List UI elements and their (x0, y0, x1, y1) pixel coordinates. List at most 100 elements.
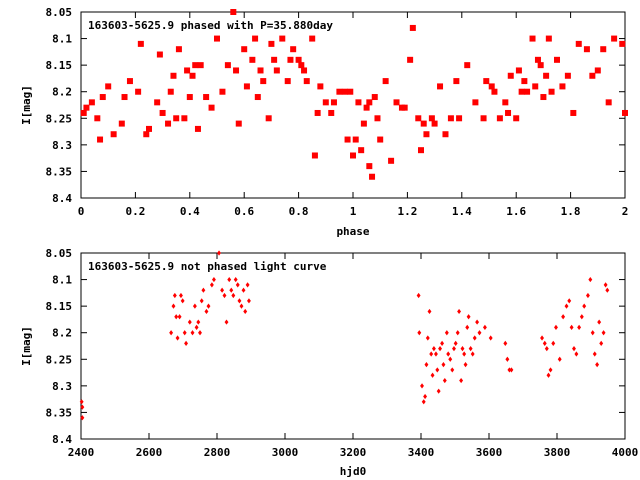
phased-data-point (371, 94, 378, 101)
phased-data-point (431, 120, 438, 127)
phased-data-point (545, 35, 552, 42)
unphased-data-point (241, 287, 246, 293)
phased-y-tick-label: 8.05 (46, 6, 73, 19)
phased-data-point (254, 94, 261, 101)
unphased-data-point (174, 314, 179, 320)
phased-data-point (243, 83, 250, 90)
unphased-data-point (182, 330, 187, 336)
phased-data-point (366, 99, 373, 106)
phased-data-point (284, 78, 291, 85)
unphased-data-point (206, 303, 211, 309)
phased-data-point (515, 67, 522, 74)
unphased-data-point (544, 346, 549, 352)
unphased-data-point (436, 388, 441, 394)
phased-data-point (208, 104, 215, 111)
phased-data-point (409, 24, 416, 31)
phased-data-point (135, 88, 142, 95)
unphased-data-point (192, 303, 197, 309)
phased-data-point (374, 115, 381, 122)
phased-data-point (480, 115, 487, 122)
phased-data-point (505, 109, 512, 116)
unphased-data-point (431, 346, 436, 352)
phased-data-point (605, 99, 612, 106)
phased-data-point (401, 104, 408, 111)
phased-data-point (548, 88, 555, 95)
phased-data-point (524, 88, 531, 95)
phased-data-point (554, 56, 560, 63)
phased-data-point (121, 94, 128, 101)
unphased-data-point (605, 287, 610, 293)
phased-y-tick-label: 8.25 (46, 112, 73, 125)
unphased-x-tick-label: 4000 (612, 446, 639, 459)
unphased-data-point (194, 324, 199, 330)
phased-data-point (287, 56, 294, 63)
phased-data-point (314, 109, 321, 116)
unphased-data-point (482, 324, 487, 330)
unphased-data-point (184, 340, 189, 346)
phased-data-point (265, 115, 272, 122)
phased-data-point (175, 46, 182, 53)
phased-data-point (534, 56, 541, 63)
phased-data-point (189, 72, 196, 79)
phased-y-tick-label: 8.35 (46, 165, 73, 178)
phased-data-point (388, 157, 395, 164)
unphased-data-point (175, 335, 180, 341)
phased-data-point (453, 78, 460, 85)
phased-data-point (418, 147, 424, 154)
unphased-data-point (211, 276, 216, 283)
unphased-data-point (435, 367, 440, 373)
unphased-data-point (425, 335, 430, 341)
unphased-data-point (595, 362, 600, 368)
unphased-data-point (204, 308, 209, 315)
phased-light-curve-panel: 163603-5625.9 phased with P=35.880day I[… (20, 6, 628, 238)
unphased-data-point (171, 303, 176, 309)
phased-data-point (540, 94, 547, 101)
unphased-data-point (80, 404, 85, 410)
phased-x-tick-label: 1 (350, 205, 357, 218)
phased-data-point (352, 136, 359, 143)
unphased-y-tick-label: 8.1 (52, 274, 72, 287)
phased-data-point (366, 163, 373, 170)
unphased-x-tick-label: 3200 (340, 446, 367, 459)
phased-data-point (483, 78, 490, 85)
unphased-x-tick-label: 2400 (68, 446, 95, 459)
phased-data-point (194, 125, 201, 132)
phased-data-point (355, 99, 362, 106)
phased-data-point (173, 115, 180, 122)
phased-data-point (99, 94, 106, 101)
phased-data-point (423, 131, 430, 138)
unphased-data-point (198, 330, 202, 336)
phased-data-point (126, 78, 133, 85)
unphased-data-point (209, 282, 214, 288)
phased-x-tick-label: 0.4 (180, 205, 200, 218)
unphased-data-point (448, 356, 453, 362)
unphased-data-point (548, 367, 553, 373)
unphased-data-point (450, 367, 455, 373)
unphased-data-point (567, 298, 572, 304)
phased-data-point (363, 104, 370, 111)
unphased-data-point (472, 335, 477, 341)
unphased-data-point (569, 324, 574, 330)
unphased-data-point (79, 399, 84, 405)
unphased-data-point (429, 351, 434, 357)
unphased-data-point (475, 319, 480, 325)
phased-data-point (507, 72, 514, 79)
phased-data-point (105, 83, 112, 90)
unphased-data-point (199, 298, 204, 304)
unphased-data-point (465, 324, 470, 330)
unphased-data-point (582, 303, 587, 309)
phased-x-tick-label: 2 (622, 205, 629, 218)
unphased-data-point (187, 319, 192, 325)
phased-data-point (502, 99, 509, 106)
phased-x-axis-title: phase (336, 225, 369, 238)
phased-data-point (235, 120, 242, 127)
phased-data-point (344, 136, 351, 143)
unphased-data-point (507, 367, 512, 373)
unphased-data-point (180, 298, 185, 304)
phased-data-point (309, 35, 316, 42)
phased-data-point (88, 99, 95, 106)
phased-data-point (611, 35, 618, 42)
unphased-data-point (424, 362, 429, 368)
phased-data-point (600, 46, 607, 53)
